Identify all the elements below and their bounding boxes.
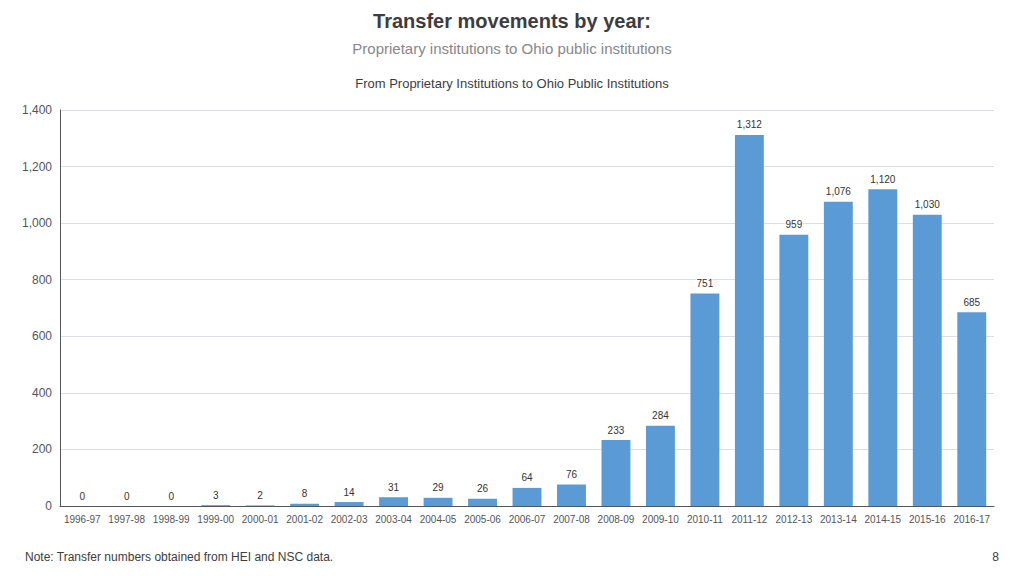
svg-text:2007-08: 2007-08 [553, 514, 590, 525]
svg-text:2013-14: 2013-14 [820, 514, 857, 525]
svg-text:29: 29 [432, 482, 444, 493]
svg-text:2000-01: 2000-01 [242, 514, 279, 525]
svg-text:76: 76 [566, 469, 578, 480]
svg-text:1,030: 1,030 [915, 199, 940, 210]
svg-text:751: 751 [697, 278, 714, 289]
svg-text:2001-02: 2001-02 [286, 514, 323, 525]
svg-text:2010-11: 2010-11 [687, 514, 723, 525]
svg-text:0: 0 [79, 491, 85, 502]
svg-text:0: 0 [45, 499, 52, 513]
svg-text:2014-15: 2014-15 [864, 514, 901, 525]
svg-text:2011-12: 2011-12 [731, 514, 767, 525]
svg-text:1,120: 1,120 [870, 174, 895, 185]
svg-text:1999-00: 1999-00 [197, 514, 234, 525]
svg-text:64: 64 [521, 472, 533, 483]
svg-text:Note: Transfer numbers obtaine: Note: Transfer numbers obtained from HEI… [25, 550, 333, 564]
svg-text:2009-10: 2009-10 [642, 514, 679, 525]
svg-text:2004-05: 2004-05 [420, 514, 457, 525]
svg-text:1,076: 1,076 [826, 186, 851, 197]
svg-text:Transfer movements by year:: Transfer movements by year: [373, 10, 651, 32]
svg-text:1,000: 1,000 [22, 216, 52, 230]
svg-text:2008-09: 2008-09 [598, 514, 635, 525]
svg-text:3: 3 [213, 490, 219, 501]
svg-text:1,400: 1,400 [22, 103, 52, 117]
svg-text:From Proprietary Institutions: From Proprietary Institutions to Ohio Pu… [355, 76, 669, 91]
svg-text:200: 200 [32, 442, 52, 456]
svg-text:400: 400 [32, 386, 52, 400]
svg-text:959: 959 [786, 219, 803, 230]
svg-text:284: 284 [652, 410, 669, 421]
svg-text:2: 2 [257, 490, 263, 501]
svg-text:1,312: 1,312 [737, 119, 762, 130]
svg-text:685: 685 [963, 297, 980, 308]
svg-text:2016-17: 2016-17 [953, 514, 990, 525]
svg-text:31: 31 [388, 482, 400, 493]
svg-text:1,200: 1,200 [22, 160, 52, 174]
svg-text:800: 800 [32, 273, 52, 287]
svg-text:1996-97: 1996-97 [64, 514, 101, 525]
svg-text:14: 14 [344, 487, 356, 498]
svg-text:0: 0 [168, 491, 174, 502]
svg-text:Proprietary institutions to Oh: Proprietary institutions to Ohio public … [352, 40, 671, 57]
svg-text:2005-06: 2005-06 [464, 514, 501, 525]
svg-text:233: 233 [608, 425, 625, 436]
svg-text:8: 8 [992, 550, 999, 564]
svg-text:26: 26 [477, 483, 489, 494]
svg-text:1997-98: 1997-98 [108, 514, 145, 525]
svg-text:2003-04: 2003-04 [375, 514, 412, 525]
svg-text:600: 600 [32, 329, 52, 343]
svg-text:2006-07: 2006-07 [509, 514, 546, 525]
svg-text:8: 8 [302, 488, 308, 499]
svg-text:1998-99: 1998-99 [153, 514, 190, 525]
svg-text:2002-03: 2002-03 [331, 514, 368, 525]
svg-text:2012-13: 2012-13 [776, 514, 813, 525]
svg-text:2015-16: 2015-16 [909, 514, 946, 525]
svg-text:0: 0 [124, 491, 130, 502]
